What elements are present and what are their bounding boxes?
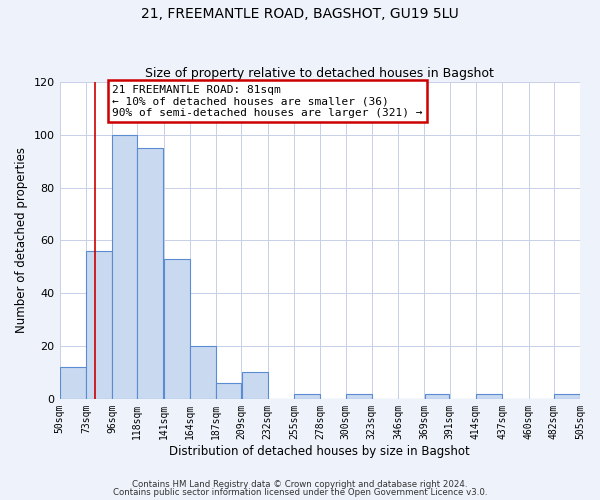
Bar [554,394,580,399]
Bar [294,394,320,399]
Bar [112,135,137,399]
Bar [190,346,216,399]
Bar [346,394,371,399]
Bar [425,394,449,399]
X-axis label: Distribution of detached houses by size in Bagshot: Distribution of detached houses by size … [169,444,470,458]
Y-axis label: Number of detached properties: Number of detached properties [15,148,28,334]
Bar [242,372,268,399]
Text: 21 FREEMANTLE ROAD: 81sqm
← 10% of detached houses are smaller (36)
90% of semi-: 21 FREEMANTLE ROAD: 81sqm ← 10% of detac… [112,84,422,118]
Bar [86,251,112,399]
Bar [60,367,86,399]
Bar [164,259,190,399]
Bar [476,394,502,399]
Title: Size of property relative to detached houses in Bagshot: Size of property relative to detached ho… [145,66,494,80]
Bar [137,148,163,399]
Text: Contains public sector information licensed under the Open Government Licence v3: Contains public sector information licen… [113,488,487,497]
Bar [217,383,241,399]
Text: 21, FREEMANTLE ROAD, BAGSHOT, GU19 5LU: 21, FREEMANTLE ROAD, BAGSHOT, GU19 5LU [141,8,459,22]
Text: Contains HM Land Registry data © Crown copyright and database right 2024.: Contains HM Land Registry data © Crown c… [132,480,468,489]
